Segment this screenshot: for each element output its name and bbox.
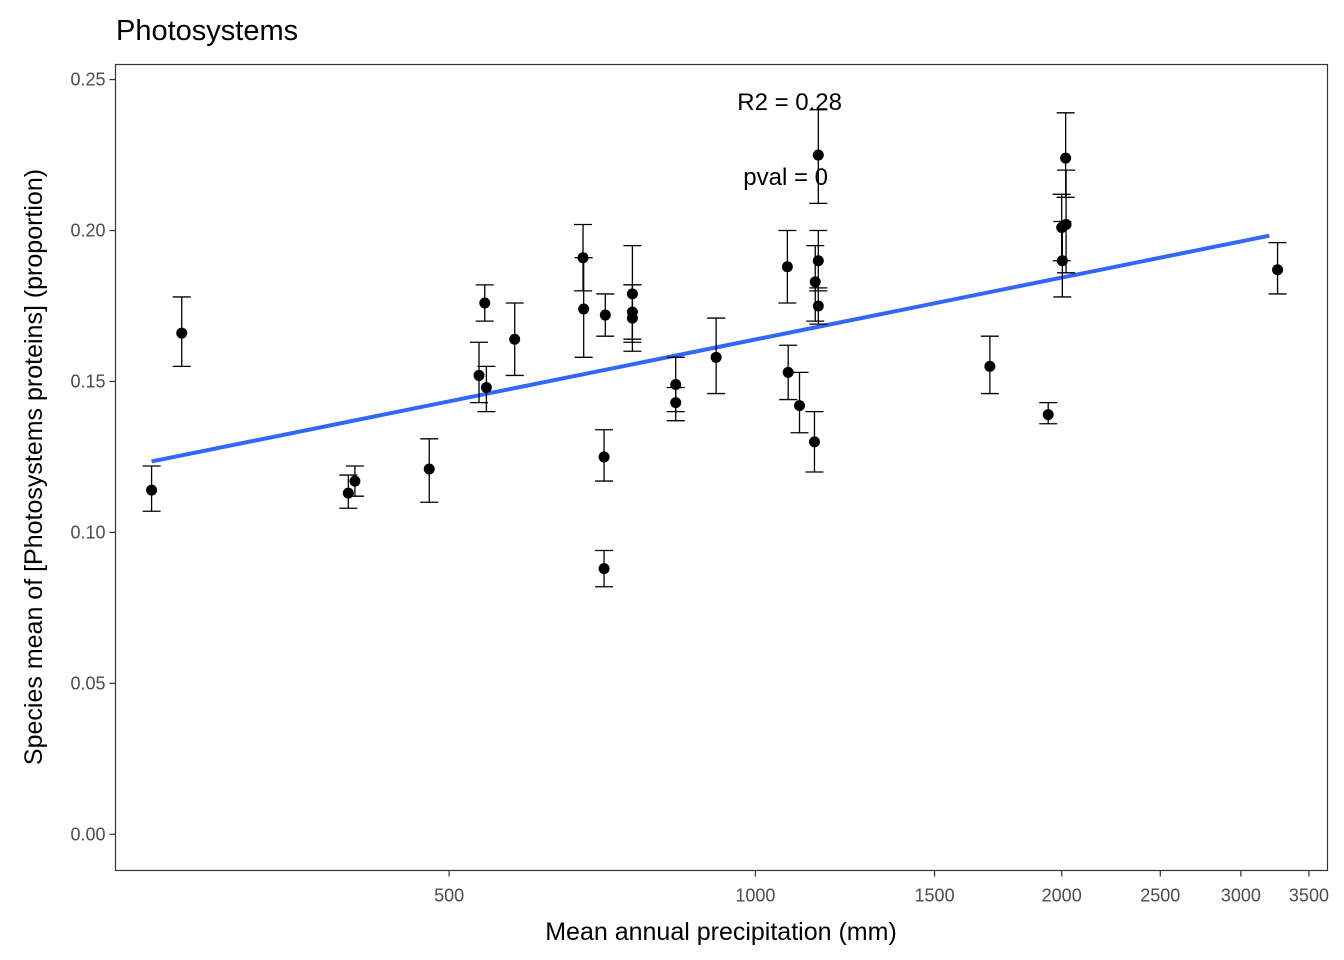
data-point [578, 303, 590, 315]
data-point [812, 255, 824, 267]
data-point [1042, 409, 1054, 421]
data-point [710, 351, 722, 363]
data-point [808, 436, 820, 448]
data-point [599, 309, 611, 321]
x-axis-title: Mean annual precipitation (mm) [545, 918, 897, 946]
data-point [626, 288, 638, 300]
x-tick-label: 3500 [1289, 886, 1329, 906]
y-axis-title: Species mean of [Photosystems proteins] … [20, 169, 48, 765]
data-point [480, 382, 492, 394]
points-layer [146, 149, 1284, 575]
data-point [782, 366, 794, 378]
y-tick-label: 0.00 [70, 824, 105, 844]
data-point [577, 252, 589, 264]
data-point [342, 487, 354, 499]
x-axis: 500 1000 1500 2000 2500 3000 3500 [434, 870, 1329, 906]
data-point [809, 276, 821, 288]
data-point [626, 312, 638, 324]
data-point [781, 261, 793, 273]
data-point [423, 463, 435, 475]
data-point [670, 378, 682, 390]
data-point [984, 360, 996, 372]
data-point [349, 475, 361, 487]
data-point [1272, 264, 1284, 276]
y-tick-label: 0.25 [70, 70, 105, 90]
x-tick-label: 2000 [1042, 886, 1082, 906]
y-tick-label: 0.10 [70, 522, 105, 542]
x-tick-label: 3000 [1221, 886, 1261, 906]
data-point [479, 297, 491, 309]
data-point [146, 484, 158, 496]
x-tick-label: 1000 [735, 886, 775, 906]
y-axis: 0.00 0.05 0.10 0.15 0.20 0.25 [70, 70, 116, 844]
plot-panel [114, 63, 1329, 872]
data-point [473, 369, 485, 381]
x-tick-label: 1500 [915, 886, 955, 906]
data-point [812, 300, 824, 312]
regression-line [151, 233, 1270, 464]
pval-annotation: pval = 0 [743, 164, 828, 191]
fit-line-layer [151, 233, 1270, 464]
data-point [1060, 152, 1072, 164]
data-point [176, 327, 188, 339]
r2-annotation: R2 = 0.28 [737, 89, 842, 116]
chart-title: Photosystems [116, 15, 298, 47]
data-point [598, 451, 610, 463]
data-point [1056, 255, 1068, 267]
y-tick-label: 0.15 [70, 371, 105, 391]
data-point [598, 563, 610, 575]
data-point [812, 149, 824, 161]
data-point [509, 333, 521, 345]
data-point [1060, 218, 1072, 230]
data-point [794, 400, 806, 412]
x-tick-label: 500 [434, 886, 464, 906]
x-tick-label: 2500 [1140, 886, 1180, 906]
y-tick-label: 0.20 [70, 221, 105, 241]
y-tick-label: 0.05 [70, 673, 105, 693]
data-point [670, 397, 682, 409]
